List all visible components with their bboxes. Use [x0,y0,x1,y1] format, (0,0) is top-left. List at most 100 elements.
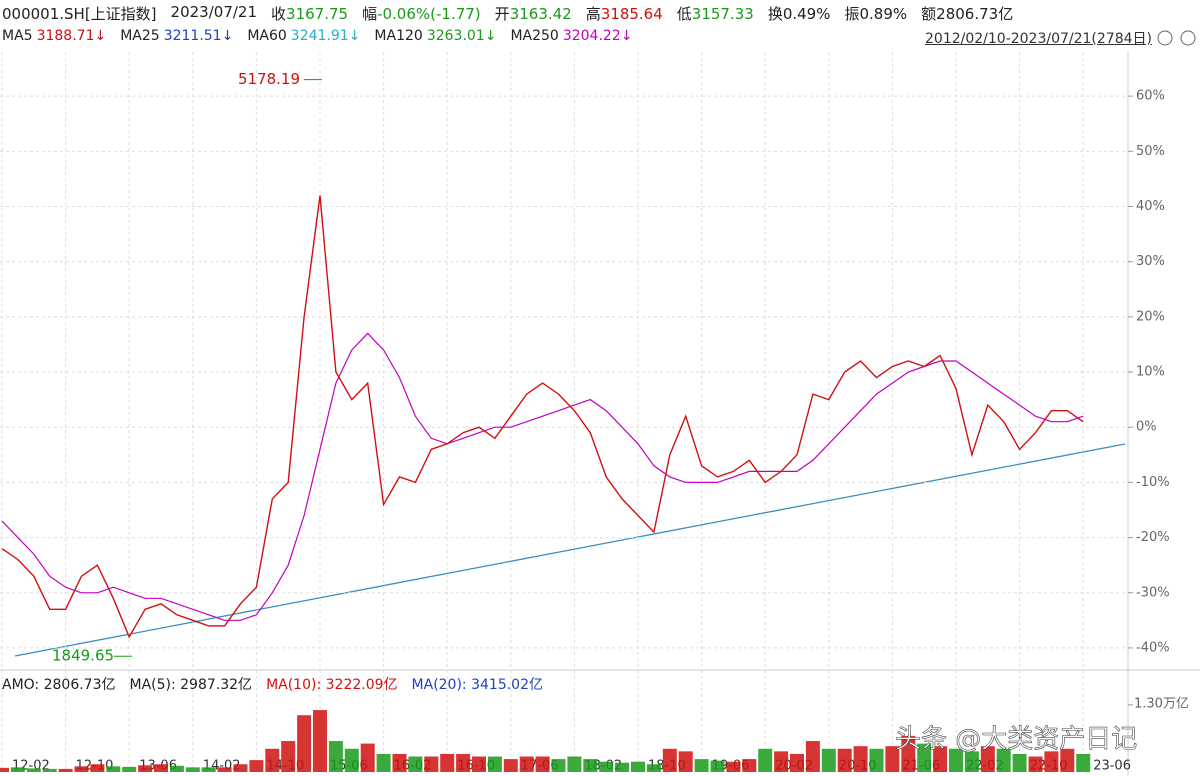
field-value: 2806.73亿 [936,5,1014,23]
volume-bar [106,766,121,772]
ma-item: MA5 3188.71↓ [2,28,106,44]
volume-bar [42,768,57,772]
ma-item: MA60 3241.91↓ [247,28,360,44]
field-label: 振 [844,5,860,23]
volume-legend-item: AMO: 2806.73亿 [2,677,116,693]
volume-bar [535,756,550,772]
quote-field: 振0.89% [844,3,907,24]
volume-bar [583,759,598,772]
field-value: 0.49% [782,5,831,23]
quote-field: 低3157.33 [677,3,754,24]
volume-bar [376,753,391,772]
volume-bar [217,767,232,772]
volume-bar [615,762,630,772]
ma-label: MA5 [2,28,33,44]
volume-bar [10,767,25,772]
y-tick-label: -20% [1136,530,1170,545]
watermark: 头条 @大类资产日记 [895,725,1137,755]
ma-value: 3204.22↓ [562,28,633,44]
quote-field: 收3167.75 [271,3,348,24]
date-range[interactable]: 2012/02/10-2023/07/21(2784日) [925,31,1152,47]
volume-bar [74,766,89,772]
volume-bar [646,764,661,772]
volume-bar [487,756,502,772]
field-label: 额 [921,5,937,23]
volume-bar [551,759,566,772]
volume-bar [758,748,773,772]
volume-bar [869,748,884,772]
field-value: 3167.75 [286,5,349,23]
volume-bar [1012,753,1027,772]
volume-bar [662,748,677,772]
volume-bar [26,768,41,772]
volume-bar [169,765,184,772]
quote-field: 换0.49% [768,3,831,24]
y-tick-label: 40% [1136,199,1165,214]
trend-line [14,443,1126,657]
field-label: 低 [676,5,692,23]
volume-bar [1076,753,1091,772]
volume-bar [154,764,168,772]
volume-bar [631,761,645,772]
y-tick-label: -10% [1136,475,1170,490]
price-line [1,195,1084,639]
info-icon[interactable] [1180,30,1196,46]
volume-legend: AMO: 2806.73亿 MA(5): 2987.32亿 MA(10): 3222… [2,674,543,694]
ma-label: MA60 [247,28,287,44]
date: 2023/07/21 [170,3,258,21]
ma-value: 3211.51↓ [163,28,234,44]
volume-bar [313,710,327,772]
field-label: 换 [767,5,783,23]
y-tick-label: 60% [1136,89,1165,104]
y-tick-label: 0% [1136,420,1157,435]
volume-bar [392,753,407,772]
series-line [1,332,1084,621]
volume-bar [472,756,486,772]
field-value: 3157.33 [691,5,754,23]
volume-bar [138,765,153,772]
ma-label: MA120 [374,28,423,44]
volume-bar [440,753,455,772]
y-tick-label: -30% [1136,585,1170,600]
volume-bar [949,748,963,772]
volume-bar [281,741,296,772]
volume-legend-item: MA(20): 3415.02亿 [411,677,543,693]
volume-bar [233,764,248,772]
ma-legend: MA5 3188.71↓ MA25 3211.51↓ MA60 3241.91↓ MA120… [2,28,632,44]
volume-bar [837,748,852,772]
quote-field: 开3163.42 [495,3,572,24]
volume-bar [456,753,471,772]
ma-value: 3241.91↓ [290,28,361,44]
field-value: 3185.64 [600,5,663,23]
volume-tick-label: 1.30万亿 [1134,697,1189,712]
volume-bar [0,767,9,772]
ma-value: 3188.71↓ [36,28,107,44]
volume-bar [805,741,820,772]
volume-bar [408,756,423,772]
low-label: 1849.65 [52,647,114,665]
ma-item: MA120 3263.01↓ [374,28,496,44]
volume-bar [996,748,1011,772]
field-label: 收 [271,5,287,23]
volume-bar [185,767,200,772]
volume-bar [58,768,73,772]
volume-bar [1060,748,1075,772]
volume-bar [265,748,280,772]
volume-bar [790,753,804,772]
symbol: 000001.SH[上证指数] [2,5,157,23]
volume-bar [726,761,741,772]
ma-item: MA25 3211.51↓ [120,28,233,44]
settings-icon[interactable] [1157,30,1173,46]
volume-bar [360,743,375,772]
volume-bar [774,751,789,772]
volume-bar [917,743,932,772]
volume-bar [853,746,868,772]
ma-label: MA25 [120,28,160,44]
volume-bar [933,746,948,772]
quote-field: 高3185.64 [586,3,663,24]
volume-bar [567,756,582,772]
y-tick-label: 50% [1136,144,1165,159]
y-tick-label: 20% [1136,309,1165,324]
